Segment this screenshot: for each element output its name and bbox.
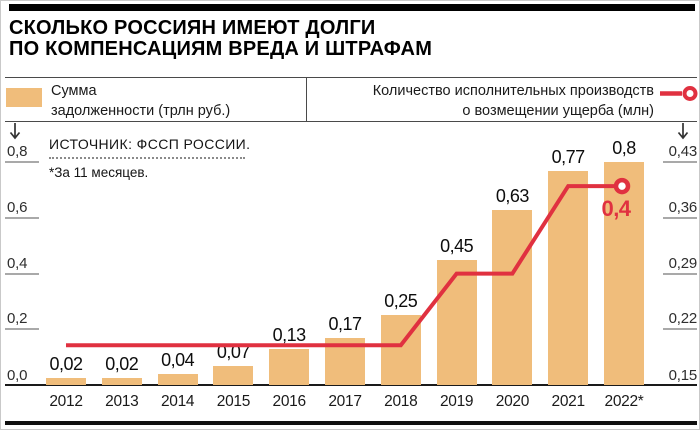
left-axis-label-0,6: 0,6 (7, 198, 28, 216)
top-black-bar (9, 4, 695, 11)
right-axis-tick (663, 328, 697, 331)
left-axis-tick (5, 161, 39, 164)
bar-2021 (548, 170, 589, 385)
x-tick-label-2016: 2016 (272, 393, 307, 410)
title-line-1: СКОЛЬКО РОССИЯН ИМЕЮТ ДОЛГИ (9, 17, 376, 39)
legend-line-series-label: Количество исполнительных производств о … (373, 81, 654, 121)
down-arrow-icon (677, 123, 689, 140)
red-line-with-ring-icon (660, 86, 698, 101)
right-axis-tick (663, 161, 697, 164)
bar-2016 (269, 348, 310, 385)
bar-2013 (101, 378, 142, 385)
right-axis-tick (663, 216, 697, 219)
bar-value-label-2014: 0,04 (161, 349, 195, 370)
bar-2019 (436, 259, 477, 385)
legend-top-rule (5, 77, 697, 78)
bar-value-label-2021: 0,77 (551, 146, 586, 167)
left-axis-tick (5, 272, 39, 275)
bar-value-label-2018: 0,25 (384, 291, 418, 312)
legend-bar-series-label: Сумма задолженности (трлн руб.) (51, 81, 230, 121)
x-tick-label-2015: 2015 (216, 393, 251, 410)
x-tick-label-2013: 2013 (105, 393, 139, 410)
title-line-2: ПО КОМПЕНСАЦИЯМ ВРЕДА И ШТРАФАМ (9, 38, 433, 60)
line-end-value-label: 0,4 (601, 196, 631, 222)
bar-2014 (157, 373, 198, 385)
left-axis-label-0,2: 0,2 (7, 310, 28, 328)
source-dotted-rule (49, 157, 245, 159)
right-axis-tick (663, 272, 697, 275)
bar-value-label-2019: 0,45 (440, 235, 474, 256)
x-tick-label-2014: 2014 (160, 393, 195, 410)
legend-bar-label-line-1: Сумма (51, 83, 97, 99)
x-tick-label-2017: 2017 (328, 393, 362, 410)
left-axis-tick (5, 216, 39, 219)
x-tick-label-2018: 2018 (384, 393, 418, 410)
legend-divider (306, 78, 307, 121)
bar-2018 (380, 315, 421, 385)
right-axis-label-0,22: 0,22 (668, 310, 698, 328)
left-axis-label-0,8: 0,8 (7, 143, 28, 161)
legend-line-label-line-1: Количество исполнительных производств (372, 83, 654, 99)
bar-2020 (492, 209, 533, 385)
bar-2017 (325, 337, 365, 385)
x-tick-label-2012: 2012 (49, 393, 83, 410)
bar-value-label-2013: 0,02 (105, 354, 139, 374)
left-axis-label-0,4: 0,4 (7, 254, 28, 272)
bar-value-label-2012: 0,02 (49, 354, 83, 374)
footnote-label: *За 11 месяцев. (49, 165, 149, 180)
bar-value-label-2020: 0,63 (495, 185, 530, 206)
down-arrow-icon (9, 123, 21, 140)
right-axis-label-0,15: 0,15 (668, 367, 698, 384)
x-tick-label-2021: 2021 (551, 393, 586, 410)
source-label: ИСТОЧНИК: ФССП РОССИИ. (49, 136, 251, 152)
bar-series-swatch-icon (6, 88, 42, 107)
x-tick-label-2022*: 2022* (604, 393, 644, 410)
legend-bar-label-line-2: задолженности (трлн руб.) (51, 103, 231, 119)
right-axis-label-0,36: 0,36 (668, 198, 698, 216)
bar-2012 (46, 378, 86, 385)
x-axis-baseline (5, 384, 697, 386)
page-title: СКОЛЬКО РОССИЯН ИМЕЮТ ДОЛГИ ПО КОМПЕНСАЦ… (9, 18, 432, 60)
x-tick-label-2020: 2020 (495, 393, 530, 410)
left-axis-label-0,0: 0,0 (7, 367, 28, 384)
bar-value-label-2017: 0,17 (328, 313, 362, 334)
bar-2015 (213, 365, 254, 385)
bar-value-label-2022*: 0,8 (612, 138, 636, 159)
bar-value-label-2016: 0,13 (272, 324, 307, 345)
right-axis-label-0,29: 0,29 (668, 254, 698, 272)
bar-value-label-2015: 0,07 (216, 341, 251, 362)
right-axis-label-0,43: 0,43 (668, 143, 698, 161)
x-tick-label-2019: 2019 (439, 393, 474, 410)
left-axis-tick (5, 328, 39, 331)
bottom-black-rule (5, 421, 697, 425)
legend-line-label-line-2: о возмещении ущерба (млн) (462, 103, 654, 119)
legend-bottom-rule (5, 121, 697, 122)
